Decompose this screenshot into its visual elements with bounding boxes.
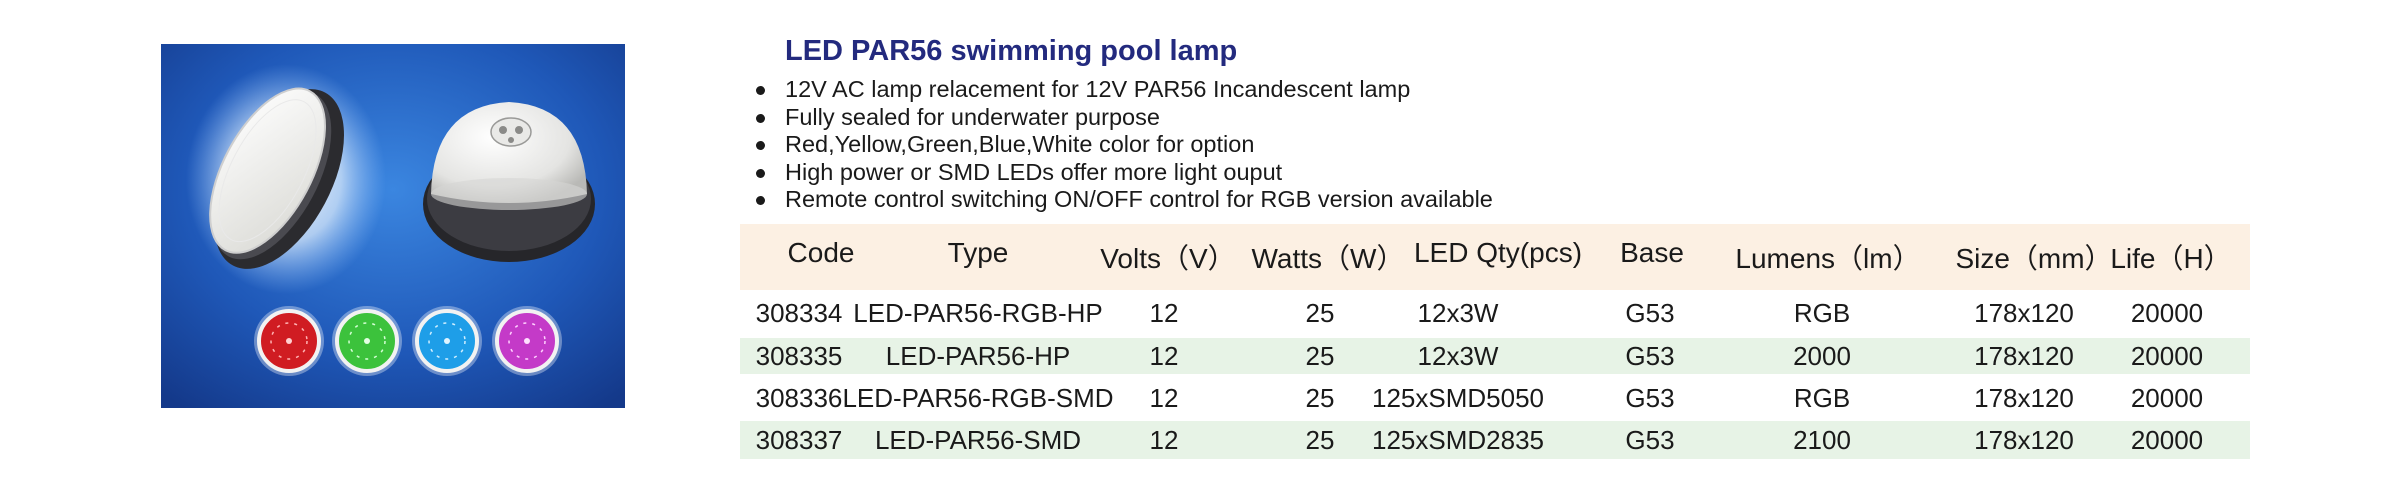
cell-watts: 25 (1305, 298, 1335, 328)
feature-item: 12V AC lamp relacement for 12V PAR56 Inc… (753, 76, 1493, 104)
led-green (332, 306, 402, 376)
cell-watts: 25 (1305, 383, 1335, 413)
cell-life: 20000 (2130, 298, 2204, 328)
feature-item: High power or SMD LEDs offer more light … (753, 159, 1493, 187)
feature-list: 12V AC lamp relacement for 12V PAR56 Inc… (753, 76, 1493, 214)
cell-life: 20000 (2130, 383, 2204, 413)
cell-led-qty: 125xSMD5050 (1372, 383, 1544, 413)
cell-type: LED-PAR56-RGB-HP (853, 298, 1103, 328)
header-code: Code (787, 237, 855, 268)
cell-volts: 12 (1149, 341, 1179, 371)
feature-item: Fully sealed for underwater purpose (753, 104, 1493, 132)
cell-led-qty: 12x3W (1417, 341, 1499, 371)
cell-life: 20000 (2130, 341, 2204, 371)
cell-size: 178x120 (1974, 341, 2074, 371)
cell-led-qty: 12x3W (1417, 298, 1499, 328)
table-row-band (740, 421, 2250, 459)
header-volts: Volts（V） (1100, 243, 1236, 274)
cell-base: G53 (1625, 341, 1675, 371)
cell-watts: 25 (1305, 341, 1335, 371)
table-header-band (740, 224, 2250, 290)
cell-volts: 12 (1149, 298, 1179, 328)
cell-type: LED-PAR56-SMD (874, 425, 1082, 455)
feature-item: Red,Yellow,Green,Blue,White color for op… (753, 131, 1493, 159)
header-led-qty: LED Qty(pcs) (1413, 237, 1583, 268)
cell-lumens: RGB (1793, 383, 1851, 413)
cell-life: 20000 (2130, 425, 2204, 455)
table-row-band (740, 338, 2250, 374)
cell-lumens: RGB (1793, 298, 1851, 328)
led-magenta (492, 306, 562, 376)
cell-size: 178x120 (1974, 383, 2074, 413)
cell-base: G53 (1625, 298, 1675, 328)
spec-table: Code Type Volts（V） Watts（W） LED Qty(pcs)… (740, 224, 2250, 467)
cell-led-qty: 125xSMD2835 (1372, 425, 1544, 455)
product-title: LED PAR56 swimming pool lamp (785, 35, 1238, 67)
header-base: Base (1620, 237, 1684, 268)
cell-type: LED-PAR56-HP (885, 341, 1071, 371)
product-photo (161, 44, 625, 408)
feature-item: Remote control switching ON/OFF control … (753, 186, 1493, 214)
cell-lumens: 2100 (1793, 425, 1851, 455)
cell-size: 178x120 (1974, 425, 2074, 455)
header-watts: Watts（W） (1251, 243, 1405, 274)
cell-volts: 12 (1149, 383, 1179, 413)
lamp-back-view (423, 102, 595, 262)
cell-base: G53 (1625, 383, 1675, 413)
led-blue (412, 306, 482, 376)
cell-base: G53 (1625, 425, 1675, 455)
cell-code: 308334 (755, 298, 843, 328)
header-type: Type (947, 237, 1009, 268)
cell-size: 178x120 (1974, 298, 2074, 328)
led-red (254, 306, 324, 376)
header-size: Size（mm） (1955, 243, 2113, 274)
cell-type: LED-PAR56-RGB-SMD (842, 383, 1114, 413)
lamp-front-view (186, 64, 386, 294)
cell-code: 308335 (755, 341, 843, 371)
cell-lumens: 2000 (1793, 341, 1851, 371)
header-life: Life（H） (2110, 243, 2232, 274)
cell-watts: 25 (1305, 425, 1335, 455)
cell-code: 308337 (755, 425, 843, 455)
cell-code: 308336 (755, 383, 843, 413)
led-color-options (254, 306, 562, 376)
cell-volts: 12 (1149, 425, 1179, 455)
header-lumens: Lumens（lm） (1735, 243, 1921, 274)
